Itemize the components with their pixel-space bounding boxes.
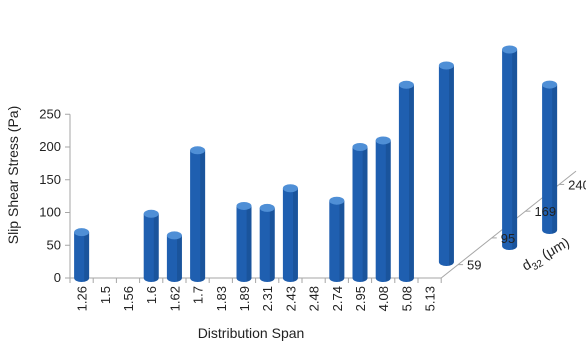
bar-shade (449, 65, 454, 266)
bar-top (282, 184, 298, 193)
z-tick-label: 95 (501, 231, 515, 246)
bar-top (74, 228, 90, 237)
bar-cylinder (282, 184, 298, 282)
x-tick-label: 1.26 (75, 286, 90, 311)
bar-shade (84, 232, 90, 282)
bar-shade (362, 147, 368, 282)
x-tick-label: 4.08 (376, 286, 391, 311)
bar-cylinder (438, 61, 454, 266)
bar-cylinder (236, 201, 252, 282)
x-tick-label: 1.89 (237, 286, 252, 311)
bar-cylinder (352, 143, 368, 282)
bar-top (329, 196, 345, 205)
bar-cylinder (398, 80, 414, 283)
y-axis-title: Slip Shear Stress (Pa) (5, 106, 21, 245)
bar-cylinder (329, 196, 345, 282)
bar-top (143, 209, 159, 218)
y-tick-label: 200 (39, 139, 61, 154)
bar-top (190, 146, 206, 155)
bar-shade (552, 84, 558, 234)
bar-top (438, 61, 454, 70)
bar-top (259, 203, 275, 212)
bar-shade (293, 188, 298, 282)
bar-shade (153, 213, 159, 282)
bar-top (502, 45, 518, 54)
bar-top (542, 80, 558, 89)
z-axis-title-unit: (μm) (535, 234, 572, 264)
x-tick-label: 1.7 (191, 286, 206, 304)
x-tick-label: 2.48 (307, 286, 322, 311)
y-tick-label: 250 (39, 106, 61, 121)
bar-top (398, 80, 414, 89)
bar-shade (339, 200, 345, 282)
x-tick-label: 1.62 (167, 286, 182, 311)
y-tick-label: 0 (54, 270, 61, 285)
x-tick-label: 2.74 (330, 286, 345, 311)
bar-top (352, 143, 368, 151)
bar-top (166, 231, 182, 240)
bar-shade (269, 207, 275, 282)
x-tick-label: 5.08 (399, 286, 414, 311)
z-tick-label: 59 (467, 258, 481, 273)
bar-cylinder (74, 228, 90, 282)
bar-cylinder (143, 209, 159, 282)
x-tick-label: 2.31 (260, 286, 275, 311)
bar-shade (409, 84, 414, 282)
x-tick-label: 5.13 (423, 286, 438, 311)
chart-bars (74, 45, 558, 283)
bar-cylinder (259, 203, 275, 282)
bar-cylinder (542, 80, 558, 234)
bar-top (236, 201, 252, 210)
x-tick-label: 2.95 (353, 286, 368, 311)
bar-cylinder (502, 45, 518, 250)
bar-shade (246, 205, 252, 282)
y-tick-label: 100 (39, 205, 61, 220)
z-tick-label: 240 (568, 177, 586, 192)
bar-shade (177, 235, 182, 282)
bar-shade (200, 150, 206, 282)
z-axis-title-sub: 32 (530, 258, 546, 273)
x-tick-label: 1.56 (121, 286, 136, 311)
x-tick-label: 1.83 (214, 286, 229, 311)
z-tick-label: 169 (534, 204, 556, 219)
z-axis-title: d32 (μm) (519, 234, 574, 277)
bar-shade (512, 49, 518, 250)
bar-shade (385, 140, 391, 282)
bar-cylinder (190, 146, 206, 282)
x-axis-title: Distribution Span (198, 325, 305, 341)
y-tick-label: 150 (39, 172, 61, 187)
chart-labels: 0 50 100 150 200 250 1.26 1.5 1.56 1.6 1.62 1.7 1.83… (39, 106, 586, 311)
bar-cylinder (375, 136, 391, 282)
x-tick-label: 1.5 (98, 286, 113, 304)
bar-top (375, 136, 391, 145)
bar-cylinder (166, 231, 182, 282)
x-tick-label: 1.6 (144, 286, 159, 304)
chart-axes (65, 113, 577, 283)
y-tick-label: 50 (47, 237, 61, 252)
x-tick-label: 2.43 (283, 286, 298, 311)
